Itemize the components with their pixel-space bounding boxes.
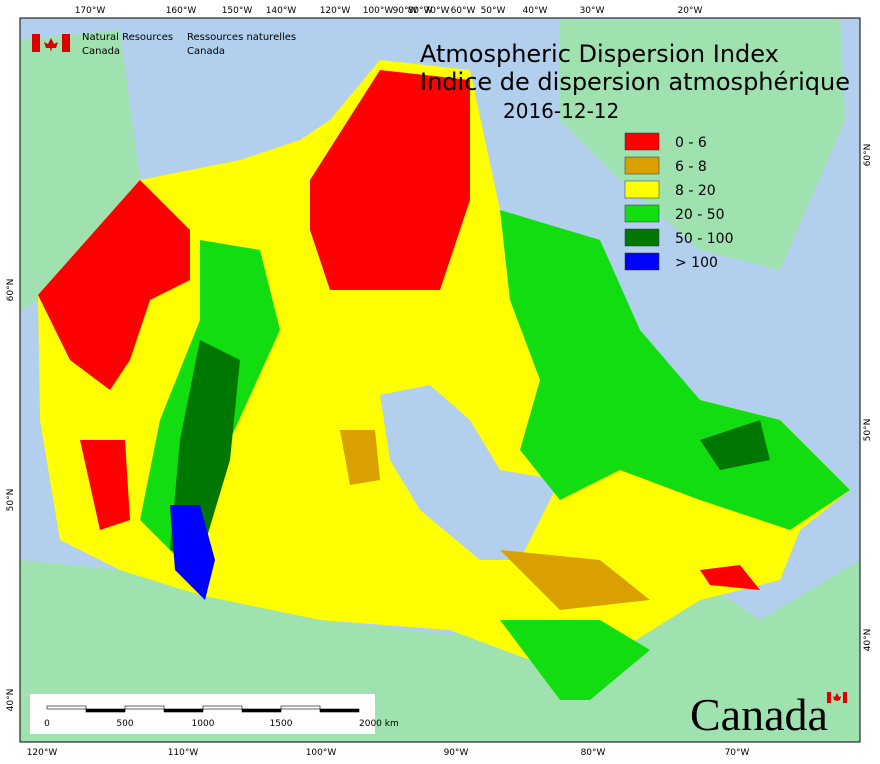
top-label: 170°W <box>75 6 106 16</box>
top-label: 120°W <box>320 6 351 16</box>
bottom-label: 80°W <box>581 748 606 758</box>
scale-segment <box>241 708 282 713</box>
scale-segment <box>280 705 321 710</box>
date: 2016-12-12 <box>503 99 619 123</box>
scale-label: 1000 <box>192 719 215 729</box>
zone-orange <box>340 430 380 485</box>
flag-leaf <box>44 38 58 52</box>
top-label: 60°W <box>451 6 476 16</box>
legend-label: 20 - 50 <box>675 207 725 223</box>
zone-green <box>500 620 650 700</box>
agency-fr: Ressources naturelles <box>187 32 296 43</box>
scale-bg <box>30 694 375 734</box>
legend-swatch <box>624 204 660 223</box>
legend-swatch <box>624 132 660 151</box>
frame <box>19 17 861 743</box>
alaska <box>20 30 140 310</box>
zone-orange <box>500 550 650 610</box>
bottom-label: 90°W <box>444 748 469 758</box>
legend-label: 8 - 20 <box>675 183 716 199</box>
legend-swatch <box>624 156 660 175</box>
top-label: 100°W <box>363 6 394 16</box>
bottom-label: 70°W <box>725 748 750 758</box>
left-label: 60°N <box>6 279 16 302</box>
top-label: 70°W <box>425 6 450 16</box>
scale-segment <box>46 705 87 710</box>
flag-bar <box>32 34 40 52</box>
zone-red <box>80 440 130 530</box>
top-label: 160°W <box>166 6 197 16</box>
scale-label: 2000 km <box>359 719 399 729</box>
agency-en: Natural Resources <box>82 32 173 43</box>
left-label: 40°N <box>6 689 16 712</box>
title: Atmospheric Dispersion Index <box>420 40 779 68</box>
greenland <box>560 20 845 270</box>
scale-label: 500 <box>116 719 133 729</box>
legend-swatch <box>624 228 660 247</box>
title: Indice de dispersion atmosphérique <box>420 68 850 96</box>
bottom-label: 100°W <box>306 748 337 758</box>
top-label: 50°W <box>481 6 506 16</box>
top-label: 40°W <box>523 6 548 16</box>
zone-darkgreen <box>700 420 770 470</box>
scale-segment <box>163 708 204 713</box>
top-label: 20°W <box>678 6 703 16</box>
scale-label: 0 <box>44 719 50 729</box>
legend-label: 50 - 100 <box>675 231 734 247</box>
hudson-bay <box>380 385 560 560</box>
zone-red <box>310 70 470 290</box>
scale-label: 1500 <box>270 719 293 729</box>
legend-swatch <box>624 252 660 271</box>
top-label: 150°W <box>222 6 253 16</box>
canada-land <box>38 60 850 700</box>
right-label: 60°N <box>863 144 873 167</box>
zone-red <box>700 565 760 590</box>
agency-fr: Canada <box>187 46 225 57</box>
left-label: 50°N <box>6 489 16 512</box>
bottom-label: 120°W <box>27 748 58 758</box>
scale-segment <box>202 705 243 710</box>
bottom-label: 110°W <box>168 748 199 758</box>
top-label: 140°W <box>266 6 297 16</box>
top-label: 80°W <box>408 6 433 16</box>
legend-label: 6 - 8 <box>675 159 707 175</box>
legend-swatch <box>624 180 660 199</box>
zone-red <box>38 180 190 390</box>
agency-en: Canada <box>82 46 120 57</box>
graticule-labels: 170°W 160°W 150°W 140°W 120°W 100°W 90°W80°W70… <box>6 6 873 758</box>
wordmark: Canada <box>690 689 828 740</box>
flag-bar <box>827 692 831 703</box>
legend-label: 0 - 6 <box>675 135 707 151</box>
top-label: 30°W <box>580 6 605 16</box>
zone-blue <box>170 505 215 600</box>
scale-segment <box>319 708 360 713</box>
top-label: 90°W <box>393 6 418 16</box>
scale-segment <box>124 705 165 710</box>
flag-bar <box>62 34 70 52</box>
flag-bar <box>843 692 847 703</box>
scale-bar: 0 500 1000 1500 2000 km <box>30 694 399 734</box>
scale-segment <box>85 708 126 713</box>
legend-label: > 100 <box>675 255 718 271</box>
flag-leaf <box>833 693 841 701</box>
right-label: 50°N <box>863 419 873 442</box>
legend: 0 - 6 6 - 8 8 - 20 20 - 50 50 - 100 > 100 <box>624 132 734 271</box>
right-label: 40°N <box>863 629 873 652</box>
